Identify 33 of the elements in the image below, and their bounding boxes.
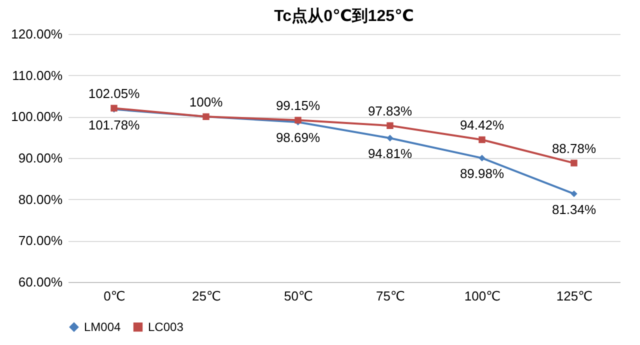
x-tick-label: 75℃ [376, 288, 406, 304]
point [386, 122, 394, 129]
y-tick-label: 60.00% [18, 274, 63, 290]
y-tick-label: 80.00% [18, 192, 63, 207]
point [570, 190, 578, 198]
chart-title: Tc点从0℃到125℃ [274, 7, 414, 25]
data-label: 101.78% [88, 117, 140, 132]
data-label: 97.83% [368, 104, 412, 119]
y-tick-label: 70.00% [18, 233, 63, 248]
data-label: 102.05% [88, 86, 140, 102]
legend-label: LM004 [84, 320, 122, 334]
data-label: 88.78% [552, 141, 596, 156]
y-tick-label: 90.00% [18, 150, 63, 166]
point [386, 134, 394, 142]
data-label: 94.42% [460, 118, 504, 133]
y-tick-label: 110.00% [12, 68, 63, 83]
data-label: 100% [189, 94, 224, 110]
x-tick-label: 25℃ [192, 288, 222, 304]
point [570, 160, 578, 166]
point [478, 154, 486, 162]
data-label: 98.69% [276, 130, 320, 146]
x-tick-label: 125℃ [556, 288, 593, 304]
x-tick-label: 50℃ [284, 288, 314, 304]
y-tick-label: 100.00% [11, 109, 63, 124]
data-label: 94.81% [368, 146, 412, 162]
data-label: 81.34% [552, 202, 596, 217]
x-tick-label: 0℃ [104, 288, 126, 304]
x-tick-label: 100℃ [464, 288, 501, 304]
data-label: 89.98% [460, 166, 504, 182]
point [478, 136, 486, 144]
legend-label: LC003 [148, 320, 184, 334]
data-label: 99.15% [276, 98, 320, 114]
y-tick-label: 120.00% [11, 26, 63, 42]
